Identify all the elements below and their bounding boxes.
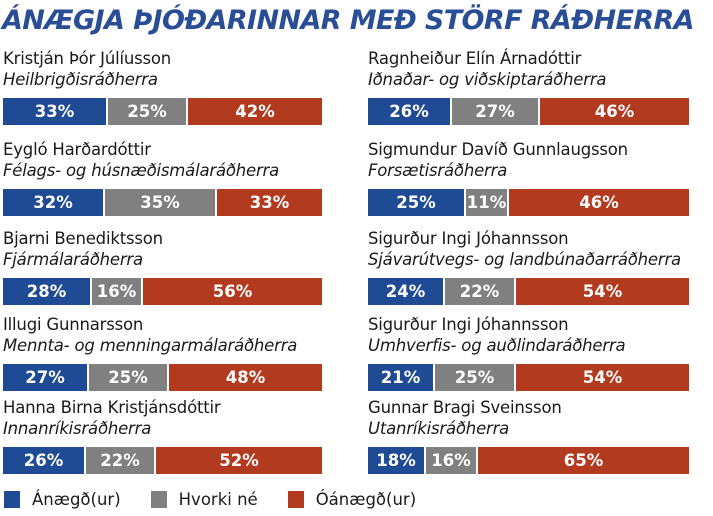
- bar-segment-neutral: 22%: [86, 447, 156, 474]
- legend-item: Ánægð(ur): [4, 490, 121, 509]
- legend-label: Hvorki né: [178, 489, 258, 509]
- minister-role: Forsætisráðherra: [368, 161, 508, 180]
- legend-label: Ánægð(ur): [32, 489, 121, 509]
- bar-segment-dissatisfied: 54%: [516, 364, 689, 391]
- bar-segment-dissatisfied: 56%: [143, 278, 322, 305]
- stacked-bar: 33% 25% 42%: [3, 98, 322, 125]
- bar-segment-neutral: 35%: [105, 189, 217, 216]
- bar-segment-satisfied: 33%: [3, 98, 108, 125]
- minister-name: Sigurður Ingi Jóhannsson: [368, 229, 569, 248]
- stacked-bar: 32% 35% 33%: [3, 189, 322, 216]
- bar-segment-dissatisfied: 42%: [188, 98, 322, 125]
- minister-role: Umhverfis- og auðlindaráðherra: [368, 336, 626, 355]
- bar-segment-neutral: 11%: [466, 189, 509, 216]
- stacked-bar: 27% 25% 48%: [3, 364, 322, 391]
- stacked-bar: 26% 27% 46%: [368, 98, 689, 125]
- bar-segment-satisfied: 26%: [368, 98, 452, 125]
- bar-segment-dissatisfied: 46%: [509, 189, 689, 216]
- bar-segment-satisfied: 28%: [3, 278, 92, 305]
- bar-segment-satisfied: 25%: [368, 189, 466, 216]
- minister-name: Kristján Þór Júlíusson: [3, 49, 172, 68]
- stacked-bar: 25% 11% 46%: [368, 189, 689, 216]
- bar-segment-dissatisfied: 48%: [169, 364, 322, 391]
- bar-segment-neutral: 25%: [108, 98, 188, 125]
- stacked-bar: 28% 16% 56%: [3, 278, 322, 305]
- stacked-bar: 18% 16% 65%: [368, 447, 689, 474]
- legend-swatch: [150, 490, 167, 508]
- minister-name: Bjarni Benediktsson: [3, 229, 163, 248]
- legend-swatch: [287, 490, 304, 508]
- minister-name: Illugi Gunnarsson: [3, 315, 144, 334]
- bar-segment-neutral: 22%: [445, 278, 516, 305]
- bar-segment-satisfied: 32%: [3, 189, 105, 216]
- bar-segment-satisfied: 26%: [3, 447, 86, 474]
- minister-role: Mennta- og menningarmálaráðherra: [3, 336, 298, 355]
- bar-segment-neutral: 27%: [452, 98, 540, 125]
- minister-role: Heilbrigðisráðherra: [3, 70, 158, 89]
- legend-swatch: [4, 490, 20, 508]
- minister-name: Sigmundur Davíð Gunnlaugsson: [368, 140, 628, 159]
- bar-segment-neutral: 16%: [426, 447, 478, 474]
- legend-label: Óánægð(ur): [315, 489, 417, 509]
- minister-name: Hanna Birna Kristjánsdóttir: [3, 398, 221, 417]
- stacked-bar: 21% 25% 54%: [368, 364, 689, 391]
- bar-segment-dissatisfied: 54%: [516, 278, 689, 305]
- legend-item: Hvorki né: [150, 489, 258, 509]
- bar-segment-neutral: 16%: [92, 278, 143, 305]
- legend-item: Óánægð(ur): [287, 489, 417, 509]
- bar-segment-satisfied: 18%: [368, 447, 426, 474]
- minister-role: Innanríkisráðherra: [3, 419, 152, 438]
- bar-segment-dissatisfied: 46%: [540, 98, 689, 125]
- legend: Ánægð(ur) Hvorki né Óánægð(ur): [4, 488, 446, 510]
- minister-name: Ragnheiður Elín Árnadóttir: [368, 49, 582, 68]
- minister-name: Eygló Harðardóttir: [3, 140, 151, 159]
- bar-segment-neutral: 25%: [435, 364, 516, 391]
- stacked-bar: 24% 22% 54%: [368, 278, 689, 305]
- bar-segment-dissatisfied: 52%: [156, 447, 322, 474]
- minister-name: Sigurður Ingi Jóhannsson: [368, 315, 569, 334]
- stacked-bar: 26% 22% 52%: [3, 447, 322, 474]
- bar-segment-satisfied: 24%: [368, 278, 445, 305]
- minister-role: Fjármálaráðherra: [3, 250, 143, 269]
- bar-segment-satisfied: 21%: [368, 364, 435, 391]
- minister-role: Iðnaðar- og viðskiptaráðherra: [368, 70, 607, 89]
- minister-name: Gunnar Bragi Sveinsson: [368, 398, 562, 417]
- bar-segment-satisfied: 27%: [3, 364, 89, 391]
- minister-role: Félags- og húsnæðismálaráðherra: [3, 161, 280, 180]
- minister-role: Utanríkisráðherra: [368, 419, 510, 438]
- bar-segment-dissatisfied: 65%: [478, 447, 689, 474]
- chart-title: ÁNÆGJA ÞJÓÐARINNAR MEÐ STÖRF RÁÐHERRA: [2, 5, 695, 36]
- minister-role: Sjávarútvegs- og landbúnaðarráðherra: [368, 250, 681, 269]
- bar-segment-neutral: 25%: [89, 364, 169, 391]
- bar-segment-dissatisfied: 33%: [217, 189, 322, 216]
